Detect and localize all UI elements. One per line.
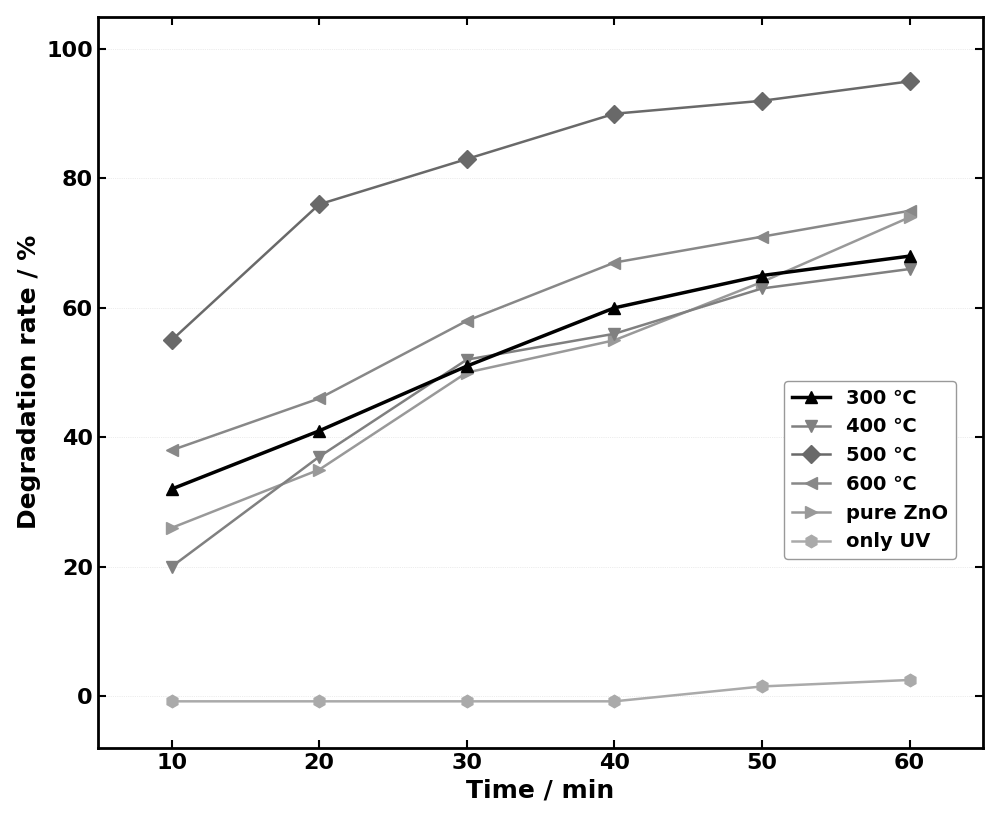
Line: 400 ℃: 400 ℃ <box>165 263 916 573</box>
pure ZnO <box>166 523 178 533</box>
pure ZnO <box>461 368 473 378</box>
500 ℃ <box>313 199 325 209</box>
600 ℃ <box>756 232 768 242</box>
400 ℃ <box>166 562 178 572</box>
only UV <box>608 696 620 706</box>
Line: 600 ℃: 600 ℃ <box>165 205 916 456</box>
400 ℃ <box>608 329 620 339</box>
pure ZnO <box>904 212 916 222</box>
300 ℃ <box>461 361 473 371</box>
600 ℃ <box>904 206 916 215</box>
500 ℃ <box>608 109 620 119</box>
400 ℃ <box>904 265 916 274</box>
400 ℃ <box>461 355 473 364</box>
only UV <box>166 696 178 706</box>
500 ℃ <box>904 76 916 86</box>
Line: only UV: only UV <box>165 674 916 708</box>
400 ℃ <box>756 283 768 293</box>
300 ℃ <box>756 270 768 280</box>
300 ℃ <box>313 426 325 436</box>
600 ℃ <box>166 446 178 455</box>
300 ℃ <box>166 484 178 494</box>
pure ZnO <box>313 464 325 474</box>
300 ℃ <box>904 251 916 261</box>
500 ℃ <box>166 335 178 345</box>
500 ℃ <box>461 154 473 164</box>
600 ℃ <box>608 258 620 268</box>
500 ℃ <box>756 96 768 106</box>
600 ℃ <box>313 394 325 404</box>
only UV <box>904 675 916 685</box>
pure ZnO <box>608 335 620 345</box>
Line: pure ZnO: pure ZnO <box>165 211 916 534</box>
pure ZnO <box>756 277 768 287</box>
only UV <box>461 696 473 706</box>
600 ℃ <box>461 316 473 326</box>
300 ℃ <box>608 303 620 313</box>
only UV <box>313 696 325 706</box>
Legend: 300 ℃, 400 ℃, 500 ℃, 600 ℃, pure ZnO, only UV: 300 ℃, 400 ℃, 500 ℃, 600 ℃, pure ZnO, on… <box>784 381 956 559</box>
Y-axis label: Degradation rate / %: Degradation rate / % <box>17 235 41 529</box>
Line: 300 ℃: 300 ℃ <box>165 250 916 495</box>
X-axis label: Time / min: Time / min <box>466 778 615 803</box>
only UV <box>756 681 768 691</box>
Line: 500 ℃: 500 ℃ <box>165 75 916 346</box>
400 ℃ <box>313 452 325 462</box>
